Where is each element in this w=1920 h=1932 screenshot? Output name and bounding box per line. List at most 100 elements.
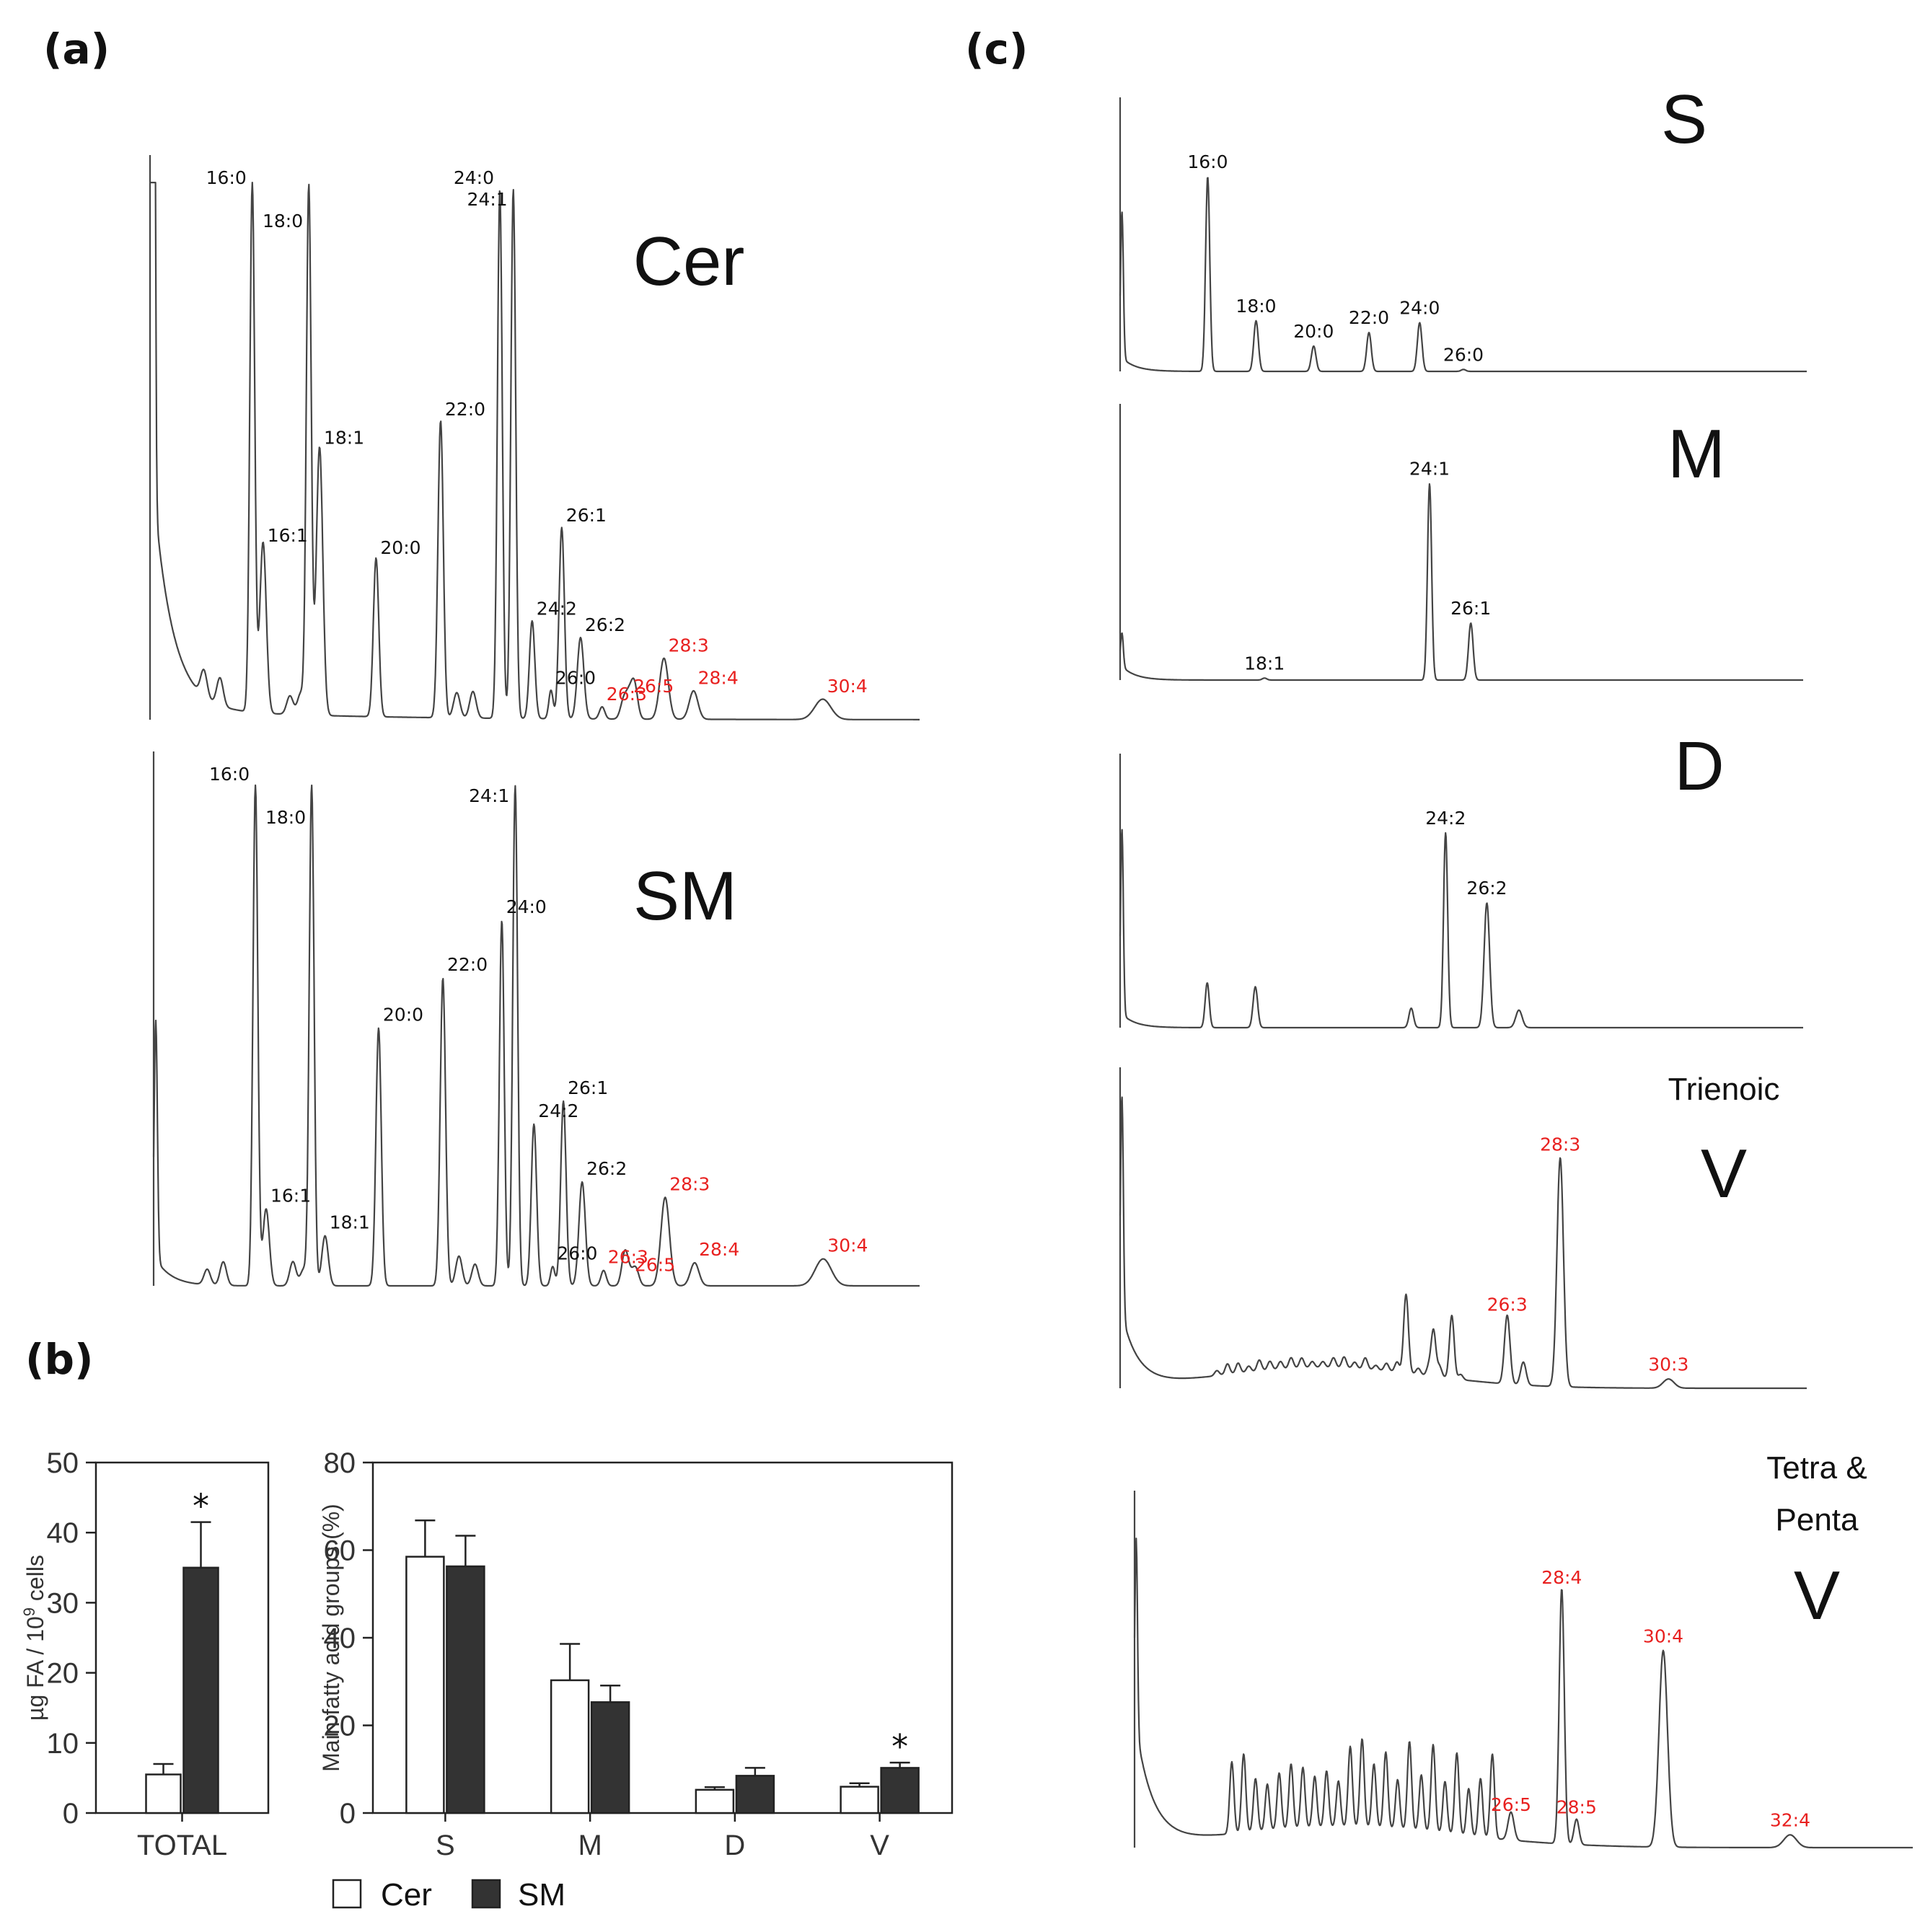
panel-label-c: (c)	[965, 25, 1028, 74]
bar-sm-d	[735, 1775, 775, 1814]
peak-label-24-0: 24:0	[1399, 298, 1440, 319]
chromatogram-trace	[149, 182, 920, 720]
y-tick-label: 0	[340, 1798, 356, 1830]
chromatogram-title: SM	[633, 857, 737, 935]
peak-label-30-4: 30:4	[827, 1235, 868, 1256]
chromatogram-trace	[1119, 177, 1807, 373]
x-tick-label-m: M	[578, 1830, 602, 1861]
y-axis-title: Main fatty acid groups (%)	[318, 1504, 344, 1772]
legend: Cer SM	[332, 1877, 565, 1913]
peak-label-18-1: 18:1	[330, 1212, 370, 1233]
peak-label-18-0: 18:0	[265, 807, 306, 828]
plot-frame	[94, 1461, 270, 1814]
chromatogram-trace	[1119, 483, 1804, 682]
chromatogram-trace	[1119, 1096, 1807, 1390]
chromatogram-sm: 16:0 16:1 18:0 18:1 20:0 22:0 24:0 24:1 24:2 26:0…	[152, 751, 920, 1287]
peak-label-16-1: 16:1	[270, 1185, 311, 1206]
peak-label-30-4: 30:4	[827, 676, 868, 697]
peak-label-26-0: 26:0	[1443, 344, 1484, 365]
chromatogram-d: 24:2 26:2 D	[1119, 728, 1804, 1029]
peak-label-26-2: 26:2	[1466, 878, 1507, 899]
chromatogram-m: 18:1 24:1 26:1 M	[1119, 404, 1804, 682]
peak-label-32-4: 32:4	[1770, 1809, 1810, 1830]
peak-label-24-2: 24:2	[538, 1100, 578, 1121]
peak-label-26-0: 26:0	[557, 1243, 597, 1263]
peak-label-24-1: 24:1	[467, 189, 508, 210]
peak-label-26-5: 26:5	[635, 1254, 675, 1275]
chromatogram-title: V	[1701, 1135, 1747, 1212]
peak-label-22-0: 22:0	[1349, 307, 1389, 328]
peak-label-26-3: 26:3	[607, 684, 647, 705]
significance-star: *	[193, 1487, 209, 1526]
chromatogram-v-trienoic: 26:3 28:3 30:3 V Trienoic	[1119, 1067, 1807, 1390]
chromatogram-title: M	[1668, 415, 1725, 493]
peak-label-26-1: 26:1	[568, 1077, 608, 1098]
peak-label-24-1: 24:1	[469, 785, 509, 806]
bar-chart-groups: 0 20 40 60 80 Main fatty acid groups (%) S M D V *	[318, 1447, 954, 1861]
peak-label-28-4: 28:4	[1541, 1567, 1582, 1588]
peak-label-28-3: 28:3	[1540, 1134, 1580, 1155]
y-tick-label: 80	[324, 1447, 356, 1479]
y-tick-label: 40	[47, 1517, 79, 1549]
bar-cer-v	[840, 1786, 879, 1814]
y-axis-title-tail: cells	[22, 1555, 48, 1607]
peak-label-30-3: 30:3	[1648, 1354, 1688, 1375]
peak-label-26-1: 26:1	[1450, 598, 1491, 619]
peak-label-16-0: 16:0	[206, 167, 247, 188]
y-tick-label: 0	[63, 1798, 79, 1830]
chromatogram-title: Cer	[633, 223, 745, 300]
y-axis-title-sup: 9	[20, 1607, 38, 1616]
bar-chart-total: 0 10 20 30 40 50 µg FA / 109 cells TOTAL *	[20, 1447, 270, 1861]
peak-label-26-0: 26:0	[555, 668, 596, 689]
peak-label-26-2: 26:2	[585, 614, 625, 635]
legend-swatch-sm	[471, 1879, 501, 1909]
peak-label-28-3: 28:3	[669, 635, 709, 656]
peak-label-24-2: 24:2	[537, 599, 577, 619]
x-tick-label-d: D	[724, 1830, 745, 1861]
bar-cer-d	[695, 1788, 735, 1814]
peak-label-18-1: 18:1	[1244, 653, 1285, 674]
chromatogram-title: D	[1674, 728, 1724, 805]
bar-cer-m	[550, 1679, 590, 1814]
peak-label-16-1: 16:1	[268, 525, 308, 546]
peak-label-18-1: 18:1	[324, 428, 364, 449]
peak-label-26-3: 26:3	[1487, 1294, 1528, 1315]
peak-label-28-4: 28:4	[699, 1239, 739, 1260]
panel-label-a: (a)	[43, 25, 110, 74]
chromatogram-subtitle: Tetra &	[1766, 1450, 1867, 1486]
x-tick-label-total: TOTAL	[137, 1830, 227, 1861]
legend-label-sm: SM	[518, 1877, 565, 1913]
chromatogram-trace	[1133, 1538, 1914, 1849]
x-tick-label-s: S	[436, 1830, 455, 1861]
peak-label-26-5: 26:5	[1491, 1794, 1531, 1815]
peak-label-26-2: 26:2	[586, 1158, 627, 1179]
peak-label-26-5: 26:5	[633, 676, 674, 697]
peak-label-16-0: 16:0	[209, 764, 250, 785]
peak-label-20-0: 20:0	[1293, 321, 1334, 342]
chromatogram-s: 16:0 18:0 20:0 22:0 24:0 26:0 S	[1119, 81, 1807, 373]
y-tick-label: 40	[324, 1623, 356, 1654]
bar-sm-s	[446, 1565, 485, 1814]
peak-label-16-0: 16:0	[1187, 151, 1228, 172]
bar-sm-m	[590, 1701, 630, 1814]
y-tick-label: 10	[47, 1728, 79, 1760]
peak-label-18-0: 18:0	[1236, 296, 1276, 317]
peak-label-30-4: 30:4	[1643, 1626, 1683, 1646]
y-tick-label: 50	[47, 1447, 79, 1479]
chromatogram-v-tetra-penta: 26:5 28:4 28:5 30:4 32:4 V Tetra & Penta	[1133, 1450, 1914, 1849]
panel-label-b: (b)	[25, 1335, 94, 1384]
y-tick-label: 20	[47, 1658, 79, 1690]
y-tick-label: 60	[324, 1535, 356, 1567]
peak-label-20-0: 20:0	[380, 537, 420, 558]
y-tick-label: 30	[47, 1587, 79, 1619]
peak-label-24-0: 24:0	[506, 896, 547, 917]
chromatogram-subtitle: Trienoic	[1668, 1072, 1780, 1107]
peak-label-24-0: 24:0	[454, 167, 494, 188]
peak-label-24-1: 24:1	[1409, 459, 1450, 480]
legend-swatch-cer	[332, 1879, 362, 1909]
peak-label-22-0: 22:0	[445, 399, 485, 420]
bar-sm-total	[182, 1566, 219, 1814]
significance-star: *	[891, 1727, 908, 1766]
y-tick-label: 20	[324, 1711, 356, 1742]
chromatogram-cer: 16:0 16:1 18:0 18:1 20:0 22:0 24:024:1 24:2 26:0…	[149, 155, 920, 720]
